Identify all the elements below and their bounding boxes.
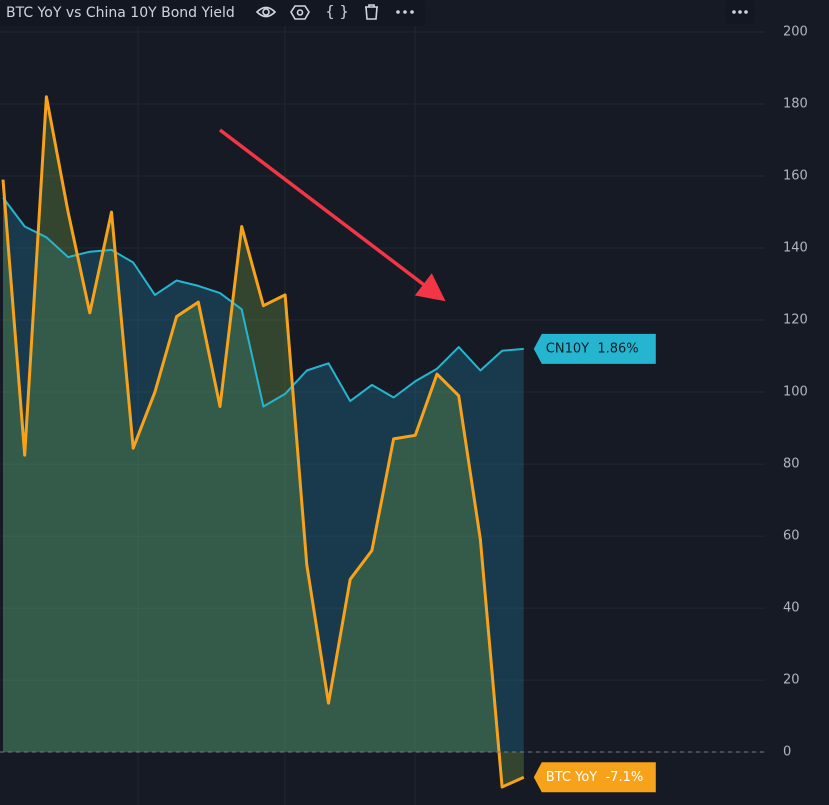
line bbox=[1, 95, 525, 789]
series-tag: BTC YoY -7.1% bbox=[546, 770, 643, 785]
y-tick-label: 40 bbox=[783, 601, 800, 616]
area bbox=[3, 197, 524, 753]
y-tick-label: 160 bbox=[783, 169, 808, 184]
y-tick-label: 80 bbox=[783, 457, 800, 472]
y-tick-label: 60 bbox=[783, 529, 800, 544]
vertical-grid bbox=[137, 0, 416, 805]
chart-title: BTC YoY vs China 10Y Bond Yield bbox=[6, 5, 235, 21]
tag-box bbox=[533, 762, 656, 793]
y-tick-label: 20 bbox=[783, 673, 800, 688]
y-tick-label: 140 bbox=[783, 241, 808, 256]
more-icon[interactable] bbox=[396, 10, 414, 14]
eye-icon[interactable] bbox=[255, 6, 277, 18]
y-tick-label: 0 bbox=[783, 745, 791, 760]
settings-icon[interactable] bbox=[290, 5, 310, 20]
area bbox=[3, 96, 524, 788]
delete-icon[interactable] bbox=[365, 4, 378, 20]
toolbar: BTC YoY vs China 10Y Bond Yield { } bbox=[0, 0, 755, 26]
tag-box bbox=[533, 333, 656, 364]
line bbox=[2, 196, 524, 408]
source-icon[interactable]: { } bbox=[325, 3, 349, 21]
y-tick-label: 100 bbox=[783, 385, 808, 400]
annotation-arrow bbox=[218, 128, 446, 302]
series-tag: CN10Y 1.86% bbox=[546, 341, 639, 356]
toolbar-bg bbox=[0, 0, 425, 26]
y-tick-label: 180 bbox=[783, 97, 808, 112]
y-tick-label: 120 bbox=[783, 313, 808, 328]
y-tick-label: 200 bbox=[783, 25, 808, 40]
